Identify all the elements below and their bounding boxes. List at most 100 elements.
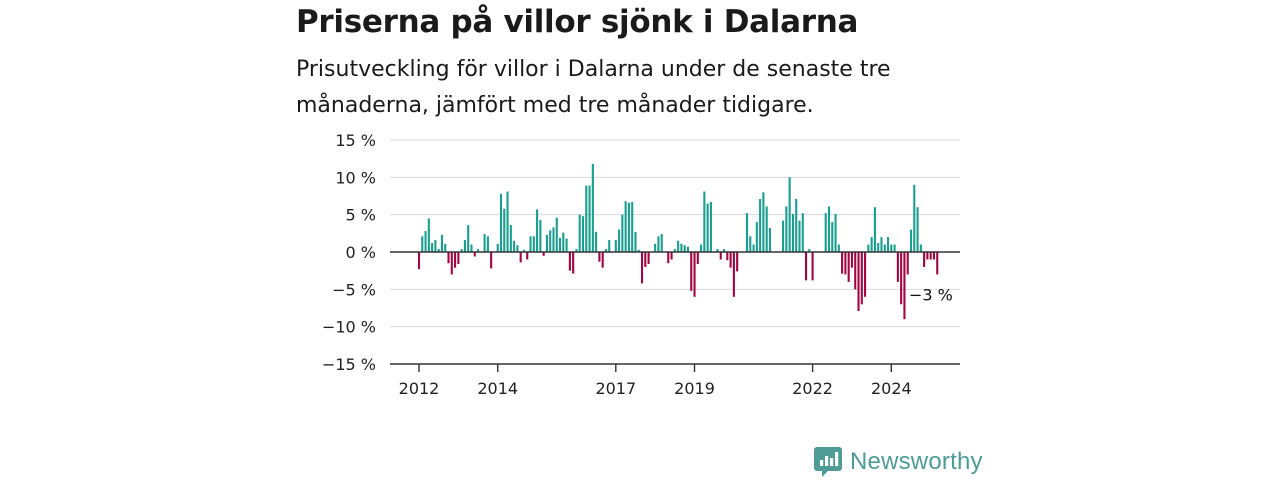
x-tick-label: 2024 xyxy=(871,379,912,398)
bar xyxy=(496,243,499,252)
bar xyxy=(640,252,644,284)
bar xyxy=(476,249,480,252)
bar xyxy=(483,234,486,252)
bar xyxy=(782,220,785,252)
bar xyxy=(936,252,939,275)
bar xyxy=(647,252,650,264)
bar xyxy=(555,217,558,252)
bar xyxy=(693,252,696,297)
bar xyxy=(896,252,899,282)
y-tick-label: −15 % xyxy=(322,355,376,374)
bar xyxy=(604,249,608,252)
axes xyxy=(390,251,960,365)
bar xyxy=(473,252,476,257)
bar xyxy=(440,234,444,252)
bar xyxy=(575,249,578,252)
bar xyxy=(929,252,932,260)
y-tick-label: −10 % xyxy=(322,318,376,337)
bar xyxy=(880,237,883,252)
bar xyxy=(558,237,562,252)
bar xyxy=(434,240,437,252)
bar xyxy=(677,240,680,252)
bar xyxy=(932,252,936,260)
y-axis-labels: 15 % 10 % 5 % 0 % −5 % −10 % −15 % xyxy=(322,131,376,374)
bar xyxy=(618,229,621,252)
newsworthy-logo-icon xyxy=(814,447,842,477)
bar xyxy=(578,214,581,252)
bar xyxy=(490,252,493,269)
bar xyxy=(804,252,808,281)
bar xyxy=(736,252,739,272)
bar xyxy=(595,231,598,252)
bar xyxy=(841,252,844,274)
bar xyxy=(709,201,712,252)
bar xyxy=(427,218,430,252)
bar xyxy=(703,191,706,252)
bar xyxy=(916,207,919,252)
bar xyxy=(886,237,890,252)
bar xyxy=(526,252,529,260)
bar xyxy=(860,252,863,305)
bar xyxy=(637,249,640,252)
bar xyxy=(785,206,788,252)
bar xyxy=(903,252,906,320)
bar xyxy=(850,252,854,268)
bar xyxy=(745,213,749,252)
bar xyxy=(827,206,831,252)
bar xyxy=(719,252,722,260)
bar xyxy=(854,252,857,290)
bar xyxy=(519,252,522,263)
y-tick-label: 10 % xyxy=(335,168,376,187)
bar xyxy=(562,232,565,252)
bar xyxy=(460,249,463,252)
y-tick-label: 15 % xyxy=(335,131,376,150)
bar xyxy=(532,236,535,252)
bar xyxy=(716,249,719,252)
bar xyxy=(696,252,699,264)
bar xyxy=(545,234,548,252)
bar xyxy=(877,243,880,252)
bar xyxy=(542,252,545,256)
bar xyxy=(552,227,555,252)
bar xyxy=(588,185,591,252)
bar xyxy=(811,252,814,281)
bar xyxy=(424,231,427,252)
y-tick-label: −5 % xyxy=(332,280,376,299)
bar xyxy=(454,252,457,268)
chart-subtitle: Prisutveckling för villor i Dalarna unde… xyxy=(296,57,891,118)
bar xyxy=(768,228,772,252)
bar xyxy=(516,245,519,252)
bar xyxy=(791,213,794,252)
bar xyxy=(732,252,735,297)
bar xyxy=(536,209,539,252)
y-tick-label: 5 % xyxy=(346,206,376,225)
bar xyxy=(624,201,627,252)
bar xyxy=(568,252,571,271)
bar xyxy=(749,236,752,252)
bar xyxy=(801,213,804,252)
bar xyxy=(447,252,450,264)
bar xyxy=(444,243,447,252)
bar xyxy=(572,252,575,274)
bar xyxy=(598,252,601,262)
bar xyxy=(683,245,686,252)
x-tick-label: 2022 xyxy=(792,379,833,398)
bars xyxy=(417,163,939,320)
bar xyxy=(831,222,834,252)
bar xyxy=(755,222,758,252)
newsworthy-logo: Newsworthy xyxy=(814,446,983,478)
bar xyxy=(470,244,473,252)
bar xyxy=(762,192,765,252)
bar xyxy=(417,252,421,270)
bar xyxy=(457,252,460,264)
bar xyxy=(690,252,693,291)
bar xyxy=(837,244,840,252)
bar xyxy=(437,249,440,252)
bar xyxy=(759,198,762,252)
bar xyxy=(864,252,867,297)
bar xyxy=(926,252,929,260)
bar xyxy=(808,249,811,252)
bar xyxy=(499,193,503,252)
bar xyxy=(752,244,755,252)
